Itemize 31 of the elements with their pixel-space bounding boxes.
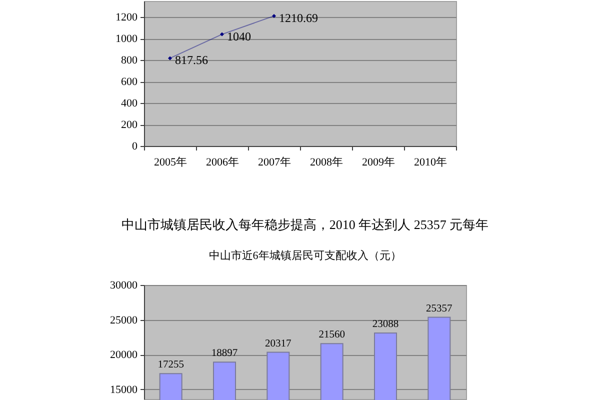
y-tick-label: 30000 (110, 280, 138, 292)
x-tick-label: 2005年 (154, 156, 187, 168)
point (220, 32, 224, 36)
data-label: 817.56 (175, 53, 208, 68)
x-tick-label: 2009年 (362, 156, 395, 168)
chart-title: 中山市近6年城镇居民可支配收入（元） (208, 249, 402, 262)
y-tick-label: 200 (121, 119, 138, 132)
data-label: 25357 (426, 303, 452, 314)
x-tick-label: 2008年 (310, 156, 343, 168)
data-label: 20317 (265, 338, 292, 350)
point (272, 14, 276, 18)
x-tick-label: 2006年 (206, 156, 239, 168)
data-label: 18897 (211, 348, 238, 360)
x-tick-label: 2010年 (414, 156, 447, 168)
y-tick-label: 400 (121, 98, 138, 110)
y-tick-label: 20000 (110, 349, 138, 362)
data-label: 23088 (372, 319, 399, 330)
data-label: 1040 (227, 29, 251, 44)
data-label: 1210.69 (279, 10, 318, 25)
data-label: 17255 (158, 360, 184, 371)
y-tick-label: 0 (132, 140, 138, 152)
y-tick-label: 15000 (110, 384, 138, 396)
y-tick-label: 1000 (116, 33, 138, 46)
y-tick-label: 1200 (116, 12, 138, 24)
text: 中山市城镇居民收入每年稳步提高，2010 年达到人 25357 元每年 (121, 217, 489, 232)
y-tick-label: 600 (121, 76, 138, 88)
point (168, 56, 172, 60)
x-tick-label: 2007年 (258, 156, 291, 168)
y-tick-label: 800 (121, 54, 138, 67)
y-tick-label: 25000 (110, 314, 138, 326)
data-label: 21560 (318, 330, 345, 341)
